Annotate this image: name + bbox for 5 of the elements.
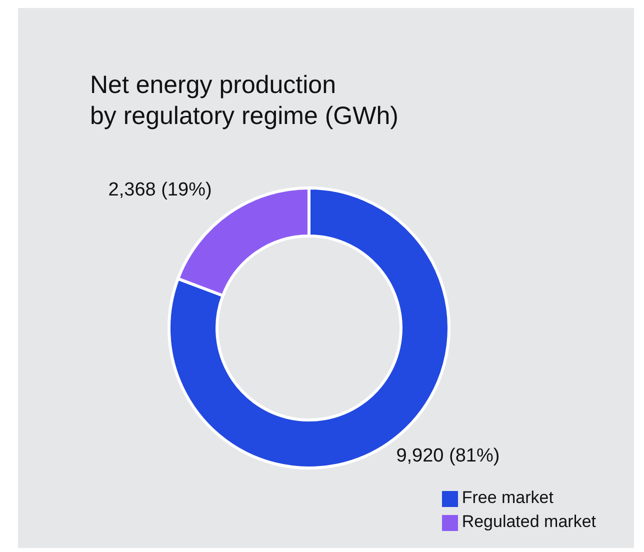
legend-label: Regulated market [462,512,596,531]
legend-label: Free market [462,488,554,507]
chart-title: Net energy production by regulatory regime (GWh) [90,70,398,132]
data-label: 9,920 (81%) [396,446,500,467]
data-label: 2,368 (19%) [108,179,212,200]
